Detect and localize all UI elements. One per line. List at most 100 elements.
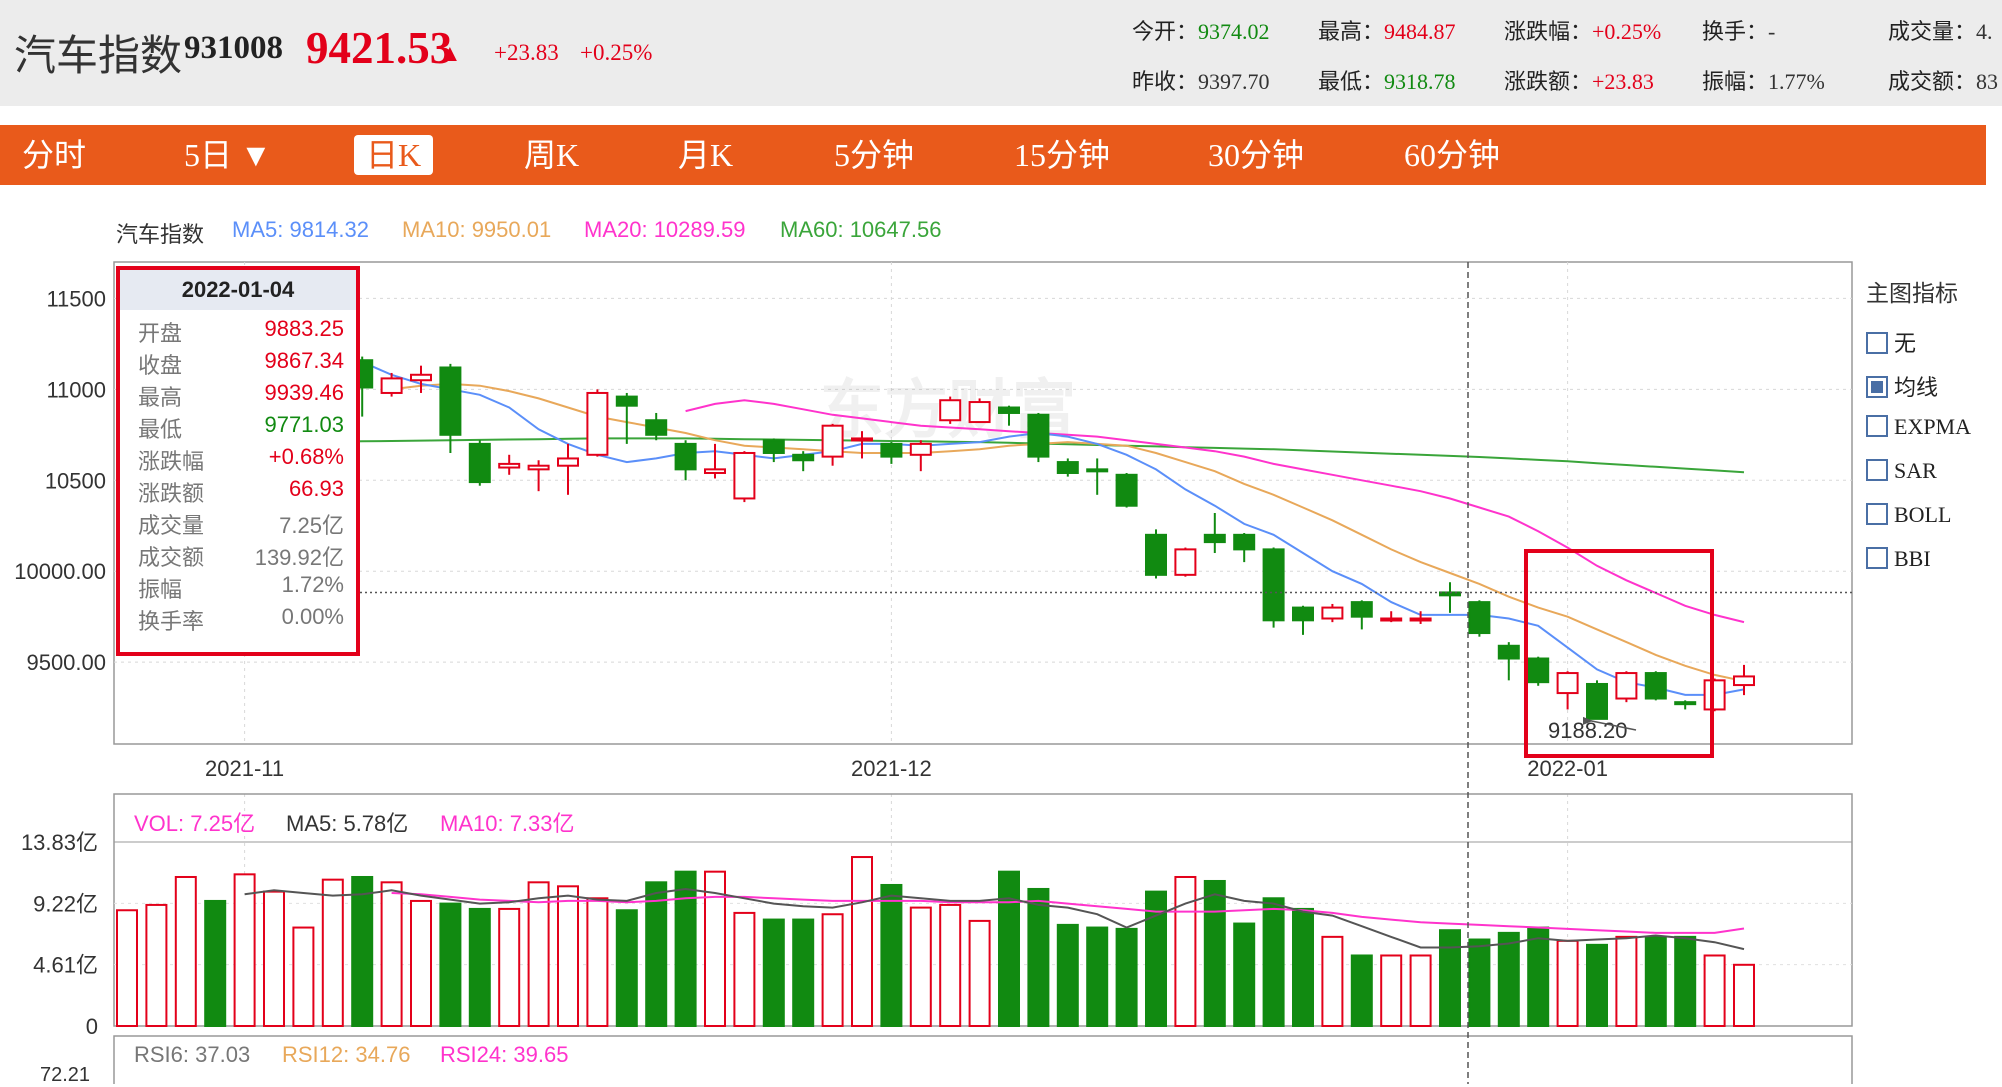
indicator-checkbox[interactable]	[1866, 547, 1888, 569]
quote-stat-label: 昨收：	[1132, 69, 1199, 94]
tooltip-row: 最高 9939.46	[120, 380, 356, 412]
tab-period[interactable]: 5分钟	[834, 137, 915, 173]
quote-stat: 涨跌幅：+0.25%	[1504, 14, 1661, 46]
rsi-legend-24: RSI24: 39.65	[440, 1042, 569, 1067]
volume-bar	[468, 907, 491, 1028]
volume-bar	[116, 909, 138, 1028]
candle-body	[1703, 679, 1726, 711]
candle-body	[1674, 701, 1697, 706]
candle	[1233, 533, 1256, 563]
candle	[1674, 700, 1697, 710]
indicator-checkbox[interactable]	[1866, 415, 1888, 437]
legend-ma10: MA10: 9950.01	[402, 217, 552, 242]
vol-legend-ma5: MA5: 5.78亿	[286, 811, 409, 836]
tooltip-row-value: +0.68%	[268, 444, 344, 469]
indicator-option[interactable]: 无	[1866, 326, 1916, 358]
candle-body	[1262, 548, 1285, 622]
tab-period[interactable]: 5日 ▼	[184, 137, 272, 173]
volume-ma-lines	[244, 887, 1745, 951]
volume-tick-label: 0	[86, 1014, 98, 1039]
candle	[1115, 472, 1138, 508]
tooltip-row: 涨跌幅 +0.68%	[120, 444, 356, 476]
moving-average-lines	[126, 355, 1745, 696]
tab-period[interactable]: 分时	[22, 137, 87, 173]
quote-stat-value: 4.	[1976, 19, 1993, 44]
candle	[939, 396, 962, 424]
candle-body	[880, 442, 903, 458]
volume-bar	[292, 926, 315, 1027]
tab-period[interactable]: 日K	[354, 135, 434, 175]
indicator-checkbox[interactable]	[1866, 376, 1888, 398]
quote-stat-label: 成交额：	[1888, 69, 1977, 94]
volume-bar	[174, 875, 197, 1027]
volume-bar	[939, 903, 962, 1028]
indicator-checkbox[interactable]	[1866, 459, 1888, 481]
candle-tooltip: 2022-01-04 开盘 9883.25 收盘 9867.34 最高 9939.46 最低…	[116, 266, 360, 656]
volume-bar	[704, 870, 726, 1027]
quote-stat-value: 9397.70	[1198, 69, 1270, 94]
volume-bar	[410, 899, 432, 1027]
volume-bar	[1615, 935, 1638, 1028]
quote-stat-value: 83	[1976, 69, 1999, 94]
candle	[1409, 611, 1432, 624]
candle-body	[1174, 548, 1197, 576]
candle-body	[792, 453, 815, 462]
candle	[1644, 671, 1667, 701]
rsi-top-tick: 72.21	[40, 1064, 91, 1086]
candle	[410, 365, 432, 393]
candle	[1145, 529, 1167, 579]
indicator-label: SAR	[1894, 458, 1937, 483]
volume-bar	[498, 907, 521, 1028]
candle-body	[645, 419, 668, 436]
ma5-line	[244, 355, 1745, 696]
tooltip-row: 最低 9771.03	[120, 412, 356, 444]
min-arrow-icon	[1583, 716, 1593, 725]
volume-bar	[1674, 935, 1697, 1028]
volume-bar	[762, 918, 785, 1027]
volume-bar	[615, 909, 638, 1028]
indicator-option[interactable]: BBI	[1866, 546, 1931, 572]
candle	[1556, 671, 1579, 710]
indicator-option[interactable]: BOLL	[1866, 502, 1951, 528]
indicator-checkbox[interactable]	[1866, 332, 1888, 354]
volume-bar	[1468, 938, 1491, 1027]
quote-stat-value: 9318.78	[1384, 69, 1456, 94]
candle	[1527, 656, 1550, 686]
candle-body	[1409, 617, 1432, 622]
vol-ma5-line	[244, 887, 1745, 951]
volume-bar	[1262, 897, 1285, 1027]
rsi-legend-6: RSI6: 37.03	[134, 1042, 251, 1067]
volume-bar	[1586, 943, 1608, 1027]
volume-bar	[880, 883, 903, 1028]
indicator-checkbox[interactable]	[1866, 503, 1888, 525]
tab-period[interactable]: 30分钟	[1208, 137, 1305, 173]
tooltip-row-label: 开盘	[138, 321, 183, 346]
tab-period[interactable]: 15分钟	[1014, 137, 1111, 173]
index-name: 汽车指数	[14, 32, 183, 79]
candle	[792, 451, 815, 472]
candle	[1056, 458, 1079, 477]
tab-period[interactable]: 月K	[678, 137, 734, 173]
index-change: +23.83	[494, 40, 559, 65]
volume-bar	[1733, 963, 1755, 1027]
candle-body	[1292, 606, 1314, 622]
candle	[498, 454, 521, 475]
up-triangle-icon: ▲	[438, 40, 462, 67]
min-price-pointer	[1590, 720, 1637, 731]
volume-bar	[674, 870, 697, 1027]
tab-period[interactable]: 周K	[524, 137, 580, 173]
quote-stat-value: 9484.87	[1384, 19, 1456, 44]
candlesticks	[116, 311, 1755, 720]
chart-overlay: 9188.20	[360, 262, 1852, 1084]
indicator-option[interactable]: SAR	[1866, 458, 1937, 484]
candle	[880, 442, 903, 464]
vol-legend-vol: VOL: 7.25亿	[134, 811, 256, 836]
indicator-option[interactable]: EXPMA	[1866, 414, 1971, 440]
date-tick-label: 2021-11	[205, 756, 284, 781]
indicator-label: 均线	[1894, 375, 1939, 400]
indicator-option[interactable]: 均线	[1866, 370, 1938, 402]
candle-body	[380, 377, 403, 394]
tab-period[interactable]: 60分钟	[1404, 137, 1501, 173]
candle	[1086, 458, 1109, 495]
candle-body	[615, 395, 638, 407]
